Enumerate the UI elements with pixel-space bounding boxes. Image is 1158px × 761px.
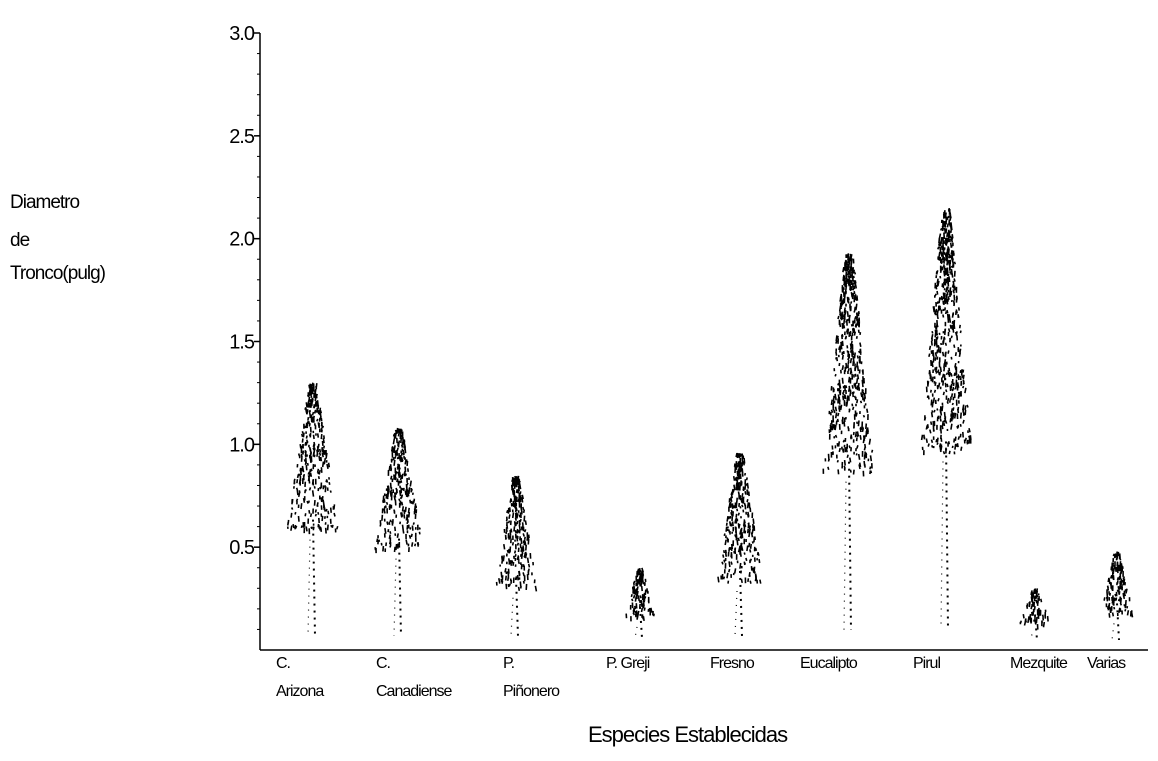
x-axis-title: Especies Establecidas bbox=[588, 722, 788, 747]
y-ticks: 0.5 1.0 1.5 2.0 2.5 3.0 bbox=[229, 23, 260, 630]
tree-mark bbox=[374, 427, 421, 637]
category-label: Arizona bbox=[276, 683, 324, 700]
y-axis-label-line-2: de bbox=[10, 230, 30, 251]
category-label: Eucalipto bbox=[800, 655, 858, 672]
category-label: Pirul bbox=[913, 655, 940, 672]
tree-mark bbox=[1103, 551, 1134, 641]
y-tick-label: 3.0 bbox=[229, 23, 255, 45]
tree-mark bbox=[920, 208, 972, 629]
tree-marks bbox=[286, 208, 1134, 641]
category-label: Fresno bbox=[710, 655, 755, 672]
tree-mark bbox=[717, 452, 762, 637]
y-axis-label-line-3: Tronco(pulg) bbox=[10, 263, 106, 284]
category-label: P. bbox=[503, 655, 514, 672]
tree-mark bbox=[822, 253, 874, 631]
category-label: Piñonero bbox=[503, 683, 560, 700]
category-label: Canadiense bbox=[376, 683, 453, 700]
category-label: P. Greji bbox=[606, 655, 650, 672]
tree-mark bbox=[286, 382, 339, 637]
y-axis-label-line-1: Diametro bbox=[10, 192, 80, 213]
tree-mark bbox=[625, 567, 655, 639]
tree-mark bbox=[495, 475, 538, 637]
category-label: Mezquite bbox=[1010, 655, 1068, 672]
category-label: C. bbox=[376, 655, 390, 672]
y-tick-label: 2.0 bbox=[229, 229, 255, 251]
y-tick-label: 2.5 bbox=[229, 126, 255, 148]
category-label: C. bbox=[276, 655, 290, 672]
category-label: Varias bbox=[1087, 655, 1126, 672]
y-tick-label: 0.5 bbox=[229, 537, 255, 559]
y-tick-label: 1.5 bbox=[229, 332, 255, 354]
category-labels: C. Arizona C. Canadiense P. Piñonero P. Greji F… bbox=[276, 655, 1127, 700]
tree-mark bbox=[1019, 588, 1049, 641]
y-tick-label: 1.0 bbox=[229, 434, 255, 456]
